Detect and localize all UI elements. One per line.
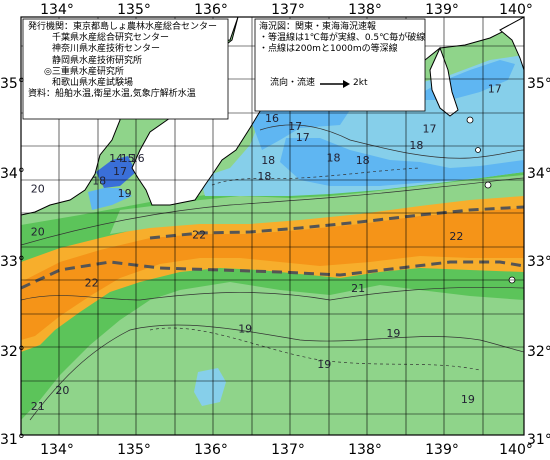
publisher-org: 東京都島しょ農林水産総合センター <box>73 22 218 32</box>
lon-label: 140° <box>499 2 533 18</box>
lat-label: 32° <box>527 344 550 360</box>
lat-label: 32° <box>0 344 25 360</box>
isotherm-label: 15 <box>121 152 135 165</box>
island-miyake <box>484 181 492 189</box>
legend-note: ・点線は200mと1000mの等深線 <box>259 44 398 55</box>
isotherm-label: 18 <box>409 139 423 152</box>
lon-label: 136° <box>194 2 228 18</box>
publisher-heading-line: 発行機関：東京都島しょ農林水産総合センター <box>28 22 217 33</box>
lon-label: 135° <box>117 2 151 18</box>
island-niijima <box>475 147 481 153</box>
isotherm-label: 18 <box>92 175 106 188</box>
sea-cool-patch <box>194 368 226 406</box>
current-legend-label: 流向・流速 <box>270 78 316 88</box>
isotherm-label: 20 <box>55 384 69 397</box>
isotherm-line <box>211 167 421 186</box>
map-title: 海況図：関東・東海海況速報 <box>259 22 377 32</box>
lon-label: 140° <box>499 442 533 458</box>
lon-label: 137° <box>271 442 305 458</box>
isotherm-label: 17 <box>296 131 310 144</box>
legend-info: 海況図：関東・東海海況速報 ・等温線は1℃毎が実線、0.5℃毎が破線 ・点線は2… <box>259 22 425 56</box>
lon-label: 134° <box>40 2 74 18</box>
lat-label: 33° <box>527 254 550 270</box>
lat-label: 35° <box>527 76 550 92</box>
publisher-org: 和歌山県水産試験場 <box>52 78 134 89</box>
isotherm-label: 17 <box>113 165 127 178</box>
lon-label: 135° <box>117 442 151 458</box>
lon-label: 138° <box>348 442 382 458</box>
isotherm-label: 19 <box>317 358 331 371</box>
isotherm-label: 16 <box>265 112 279 125</box>
current-arrowhead <box>343 80 350 88</box>
sea-strait-cool <box>88 188 132 210</box>
legend-box <box>254 18 426 112</box>
isotherm-label: 21 <box>351 282 365 295</box>
isotherm-label: 18 <box>257 170 271 183</box>
kuroshio-axis-south <box>21 260 524 290</box>
isotherm-label: 17 <box>423 123 437 136</box>
isotherm-label: 17 <box>288 120 302 133</box>
isotherm-label: 22 <box>192 228 206 241</box>
lat-label: 31° <box>527 432 550 448</box>
longitude-axis-bottom: 134° 135° 136° 137° 138° 139° 140° <box>40 442 533 458</box>
lon-label: 136° <box>194 442 228 458</box>
publisher-org: ◎三重県水産研究所 <box>44 66 124 77</box>
lat-label: 34° <box>0 166 25 182</box>
lon-label: 137° <box>271 2 305 18</box>
lat-label: 31° <box>0 432 25 448</box>
lon-label: 139° <box>425 442 459 458</box>
isotherm-label: 16 <box>131 152 145 165</box>
data-sources: 資料：船舶水温,衛星水温,気象庁解析水温 <box>28 89 196 100</box>
publisher-box <box>22 18 229 120</box>
lon-label: 134° <box>40 442 74 458</box>
legend-note: ・等温線は1℃毎が実線、0.5℃毎が破線 <box>259 33 426 44</box>
isotherm-label: 20 <box>31 226 45 239</box>
isotherm-label: 14 <box>109 152 123 165</box>
isotherm-line <box>21 286 524 301</box>
lat-label: 35° <box>0 76 25 92</box>
lat-label: 34° <box>527 166 550 182</box>
longitude-axis-top: 134° 135° 136° 137° 138° 139° 140° <box>40 2 533 18</box>
isotherm-label: 21 <box>31 400 45 413</box>
publisher-org: 静岡県水産技術研究所 <box>52 55 143 66</box>
sea-19-20-inshore <box>110 175 524 234</box>
isotherm-label: 19 <box>118 187 132 200</box>
isotherm-label: 18 <box>327 151 341 164</box>
isotherm-line <box>259 124 524 159</box>
isotherm-line <box>29 324 524 421</box>
isotherm-label: 19 <box>238 322 252 335</box>
lon-label: 138° <box>348 2 382 18</box>
latitude-axis-right: 35° 34° 33° 32° 31° <box>527 76 550 448</box>
sea-22-plus-zone <box>21 208 524 340</box>
isotherm-label: 18 <box>261 154 275 167</box>
publisher-org: 千葉県水産総合研究センター <box>52 33 170 44</box>
lat-label: 33° <box>0 254 25 270</box>
publisher-info: 発行機関：東京都島しょ農林水産総合センター 千葉県水産総合研究センター 神奈川県… <box>28 22 217 100</box>
isotherm-label: 22 <box>449 230 463 243</box>
sea-15-17-zone <box>250 60 524 186</box>
land-boso <box>499 17 524 71</box>
isotherm-line <box>21 177 524 246</box>
isotherm-label: 17 <box>488 82 502 95</box>
lon-label: 139° <box>425 2 459 18</box>
isotherm-label: 19 <box>386 327 400 340</box>
isotherm-label: 20 <box>31 183 45 196</box>
latitude-axis-left: 35° 34° 33° 32° 31° <box>0 76 25 448</box>
isotherm-label: 18 <box>356 154 370 167</box>
isotherm-label: 22 <box>85 277 99 290</box>
current-legend-speed: 2kt <box>353 78 368 88</box>
publisher-heading: 発行機関： <box>28 22 74 32</box>
isotherm-label: 19 <box>461 393 475 406</box>
kuroshio-axis-north <box>149 205 524 240</box>
map-frame <box>20 16 525 436</box>
island-oshima <box>466 116 474 124</box>
publisher-org: 神奈川県水産技術センター <box>52 44 161 55</box>
